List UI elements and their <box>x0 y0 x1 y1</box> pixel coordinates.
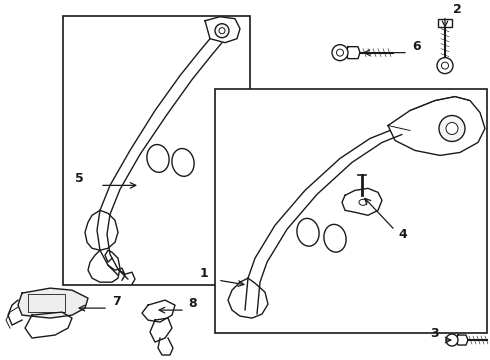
Ellipse shape <box>215 24 229 38</box>
Ellipse shape <box>324 224 346 252</box>
Text: 6: 6 <box>412 40 420 53</box>
Ellipse shape <box>219 28 225 34</box>
Ellipse shape <box>437 58 453 73</box>
Text: 5: 5 <box>75 172 84 185</box>
Ellipse shape <box>332 45 348 60</box>
Text: 2: 2 <box>453 3 462 16</box>
Ellipse shape <box>446 334 458 346</box>
Text: 8: 8 <box>188 297 196 310</box>
Text: 4: 4 <box>398 228 407 241</box>
Text: 7: 7 <box>112 295 121 308</box>
Ellipse shape <box>446 122 458 135</box>
Ellipse shape <box>297 219 319 246</box>
Text: 3: 3 <box>430 327 439 340</box>
Text: 1: 1 <box>200 267 209 280</box>
Ellipse shape <box>441 62 448 69</box>
Polygon shape <box>18 288 88 318</box>
Ellipse shape <box>172 149 194 176</box>
Ellipse shape <box>439 116 465 141</box>
Bar <box>215 89 487 333</box>
Bar <box>438 19 452 27</box>
Ellipse shape <box>337 49 343 56</box>
Ellipse shape <box>147 144 169 172</box>
Ellipse shape <box>359 199 367 205</box>
Bar <box>63 16 250 285</box>
